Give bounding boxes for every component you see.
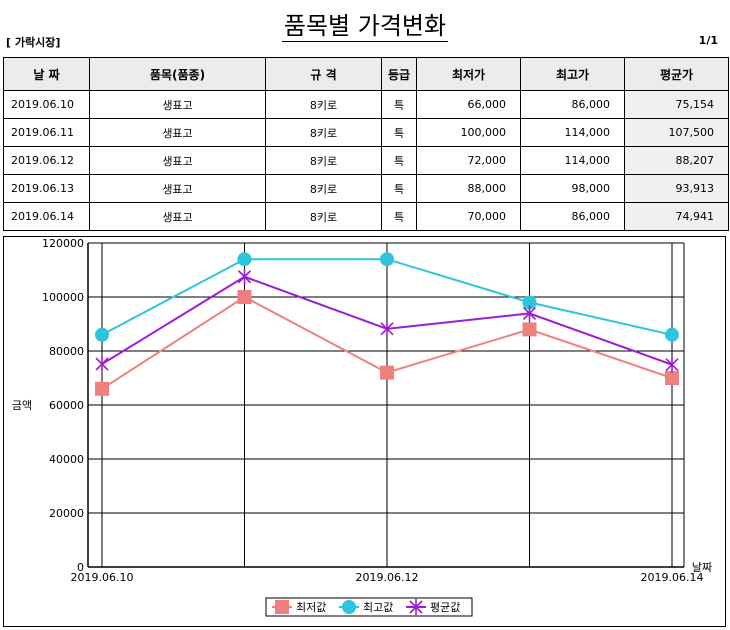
cell-max-price: 86,000: [520, 202, 625, 231]
data-point: [95, 356, 109, 373]
y-tick-label: 80000: [49, 345, 84, 358]
data-point: [522, 322, 537, 337]
data-point: [95, 381, 109, 396]
table-row: 2019.06.14 생표고 8키로 특 70,000 86,000 74,94…: [3, 202, 729, 231]
data-point: [380, 320, 394, 337]
market-label: [ 가락시장]: [6, 36, 61, 49]
cell-min-price: 66,000: [416, 90, 521, 119]
cell-min-price: 100,000: [416, 118, 521, 147]
cell-date: 2019.06.12: [3, 146, 90, 175]
price-table: 날 짜 품목(품종) 규 격 등급 최저가 최고가 평균가 2019.06.10…: [3, 57, 729, 231]
table-row: 2019.06.10 생표고 8키로 특 66,000 86,000 75,15…: [3, 90, 729, 119]
cell-max-price: 86,000: [520, 90, 625, 119]
legend-label: 최저값: [296, 601, 326, 614]
legend-marker: [275, 600, 289, 614]
cell-date: 2019.06.13: [3, 174, 90, 203]
cell-date: 2019.06.14: [3, 202, 90, 231]
x-tick-label: 2019.06.12: [356, 571, 419, 584]
chart-frame: [3, 236, 726, 627]
cell-item: 생표고: [89, 174, 266, 203]
data-point: [380, 365, 394, 380]
cell-avg-price: 74,941: [624, 202, 729, 231]
data-point: [522, 295, 537, 310]
y-tick-label: 40000: [49, 453, 84, 466]
data-point: [665, 356, 679, 373]
header-grade: 등급: [381, 57, 417, 91]
table-row: 2019.06.11 생표고 8키로 특 100,000 114,000 107…: [3, 118, 729, 147]
data-point: [237, 268, 252, 285]
data-point: [237, 252, 252, 267]
legend-label: 평균값: [430, 601, 460, 614]
cell-avg-price: 107,500: [624, 118, 729, 147]
legend-marker: [342, 600, 356, 614]
y-tick-label: 100000: [42, 291, 84, 304]
x-tick-label: 2019.06.10: [71, 571, 134, 584]
data-point: [380, 252, 394, 267]
header-min-price: 최저가: [416, 57, 521, 91]
header-item: 품목(품종): [89, 57, 266, 91]
legend-marker: [409, 599, 423, 615]
header-spec: 규 격: [265, 57, 382, 91]
data-point: [237, 290, 252, 304]
cell-avg-price: 93,913: [624, 174, 729, 203]
cell-min-price: 70,000: [416, 202, 521, 231]
cell-max-price: 98,000: [520, 174, 625, 203]
data-point: [665, 327, 679, 342]
data-point: [95, 327, 109, 342]
table-header-row: 날 짜 품목(품종) 규 격 등급 최저가 최고가 평균가: [3, 57, 729, 91]
legend-label: 최고값: [363, 601, 393, 614]
page-title: 품목별 가격변화: [281, 12, 449, 42]
data-point: [665, 371, 679, 385]
x-tick-label: 2019.06.14: [641, 571, 704, 584]
y-tick-label: 20000: [49, 507, 84, 520]
x-axis-label: 날짜: [692, 561, 712, 574]
data-point: [522, 305, 537, 322]
cell-item: 생표고: [89, 90, 266, 119]
cell-min-price: 88,000: [416, 174, 521, 203]
y-tick-label: 0: [77, 561, 84, 574]
cell-avg-price: 75,154: [624, 90, 729, 119]
cell-item: 생표고: [89, 202, 266, 231]
header-max-price: 최고가: [520, 57, 625, 91]
cell-spec: 8키로: [265, 202, 382, 231]
table-row: 2019.06.12 생표고 8키로 특 72,000 114,000 88,2…: [3, 146, 729, 175]
cell-avg-price: 88,207: [624, 146, 729, 175]
cell-date: 2019.06.11: [3, 118, 90, 147]
y-tick-label: 60000: [49, 399, 84, 412]
cell-grade: 특: [381, 202, 417, 231]
y-axis-label: 금액: [12, 399, 32, 412]
y-tick-label: 120000: [42, 237, 84, 250]
page-indicator: 1/1: [698, 34, 718, 47]
